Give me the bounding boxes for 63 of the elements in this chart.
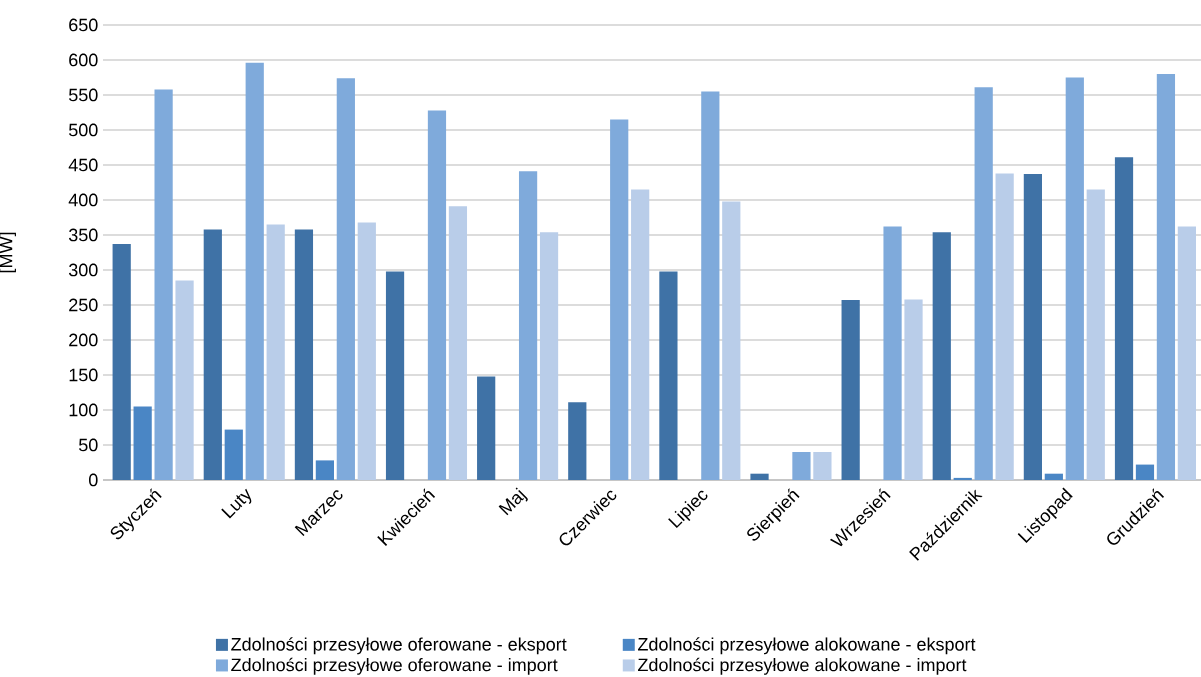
y-tick-label: 300 [68,263,98,277]
bar [385,271,405,480]
y-tick-label: 500 [68,123,98,137]
bar [568,402,587,480]
bar [175,280,194,480]
bar [701,91,720,480]
legend-label: Zdolności przesyłowe oferowane - eksport [231,637,567,655]
legend-label: Zdolności przesyłowe oferowane - import [231,657,558,675]
bar [448,206,468,480]
y-tick-label: 200 [69,333,98,347]
y-axis-title: [MW] [0,232,16,273]
bar [315,460,334,480]
bar [203,229,222,480]
bar [974,87,993,480]
bar [1156,73,1176,480]
y-tick-label: 50 [78,438,98,452]
bar [245,62,264,480]
bar [154,89,173,480]
bar [631,189,650,480]
bar [518,171,538,480]
bar [294,229,314,480]
bar [1044,473,1063,480]
legend-label: Zdolności przesyłowe alokowane - eksport [638,637,976,655]
bar [427,110,447,480]
y-tick-label: 150 [69,368,98,382]
bar [1135,464,1155,480]
y-tick-label: 400 [68,193,98,207]
bar [477,376,496,480]
bar [953,477,972,480]
bar [112,244,131,480]
bar [357,222,376,480]
bar [1177,226,1196,480]
bar [224,429,243,480]
y-tick-label: 450 [68,158,98,172]
y-tick-label: 550 [68,88,98,102]
bar [813,451,832,480]
bar [883,226,902,480]
y-tick-label: 0 [89,473,98,487]
bar [336,78,355,480]
y-tick-label: 600 [69,53,98,67]
y-tick-label: 250 [69,298,98,312]
bar [1086,189,1105,480]
bar [792,451,811,480]
bar [1114,157,1134,480]
y-tick-label: 100 [69,403,98,417]
bar [266,224,285,480]
x-tick-label: Maj [498,487,528,516]
bar [750,473,769,480]
bar [841,300,860,480]
bar [1023,174,1042,480]
x-tick-label: Luty [221,488,252,519]
bar [932,232,951,480]
bar [995,173,1014,480]
bar [659,271,678,480]
y-tick-label: 650 [69,18,98,32]
y-tick-label: 350 [68,228,98,242]
bar [539,232,559,480]
legend-label: Zdolności przesyłowe alokowane - import [638,657,967,675]
bar [1065,77,1084,480]
bar [133,406,152,480]
bar [722,201,741,480]
bar [904,299,923,480]
bar [610,119,629,480]
